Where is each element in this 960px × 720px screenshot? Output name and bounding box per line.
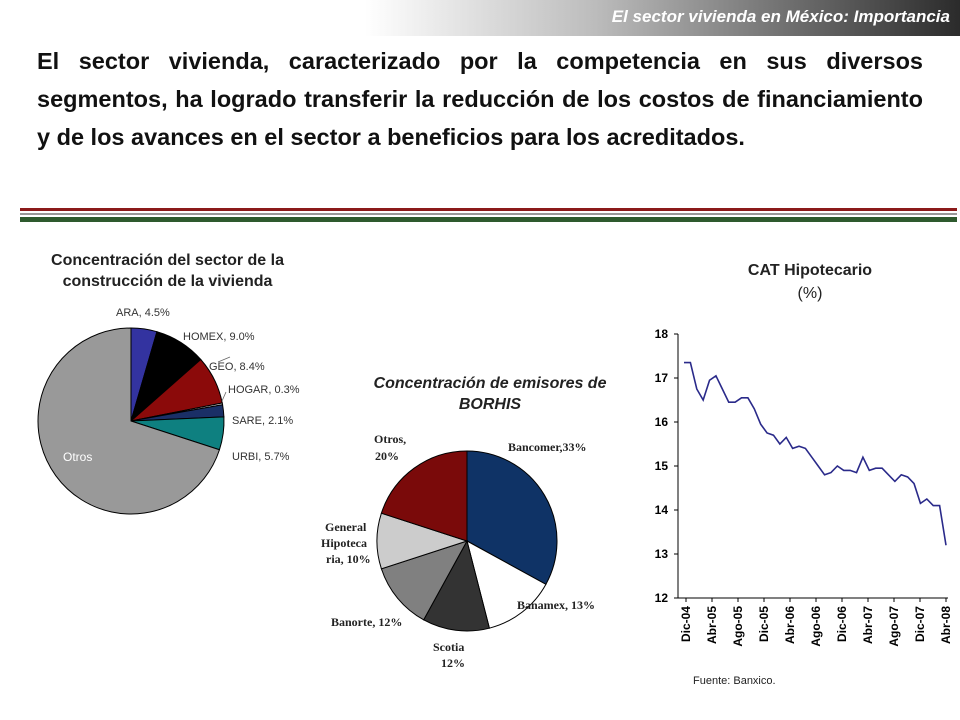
rule-green — [20, 217, 957, 222]
pie2-slice-3 — [380, 540, 469, 621]
cat-series-line — [684, 361, 947, 546]
pie1-label-geo: GEO, 8.4% — [209, 361, 265, 373]
x-tick-label: Abr-07 — [861, 606, 875, 644]
pie2-slice-1 — [466, 540, 547, 629]
pie2-label-bancomer: Bancomer,33% — [508, 440, 587, 454]
rule-red — [20, 208, 957, 211]
line-subtitle: (%) — [797, 285, 823, 302]
pie1-leaders — [217, 356, 231, 402]
pie2-label-banamex: Banamex, 13% — [517, 598, 595, 612]
pie1-title: Concentración del sector de la construcc… — [51, 252, 284, 290]
pie1-label-ara: ARA, 4.5% — [116, 307, 170, 319]
pie2-label-general: General Hipoteca ria, 10% — [321, 520, 371, 566]
pie2-slice-0 — [466, 450, 558, 586]
x-tick-label: Dic-06 — [835, 606, 849, 642]
x-tick-label: Ago-06 — [809, 606, 823, 647]
pie2-label-scotia: Scotia 12% — [433, 640, 465, 670]
pie2-slice-5 — [380, 450, 468, 542]
x-tick-label: Abr-08 — [939, 606, 953, 644]
rule-gray — [20, 213, 957, 215]
x-tick-label: Dic-04 — [679, 606, 693, 642]
pie2-label-otros: Otros, 20% — [374, 432, 406, 463]
y-tick-label: 13 — [655, 547, 669, 561]
y-tick-label: 15 — [655, 459, 669, 473]
x-tick-label: Abr-06 — [783, 606, 797, 644]
leader-hogar — [221, 391, 227, 402]
pie1-label-sare: SARE, 2.1% — [232, 415, 293, 427]
y-tick-label: 12 — [655, 591, 669, 605]
pie1-label-otros: Otros — [63, 450, 92, 464]
y-tick-label: 16 — [655, 415, 669, 429]
x-tick-label: Dic-05 — [757, 606, 771, 642]
pie1-label-urbi: URBI, 5.7% — [232, 451, 290, 463]
x-tick-label: Ago-05 — [731, 606, 745, 647]
line-title: CAT Hipotecario — [747, 262, 873, 279]
y-tick-label: 18 — [655, 327, 669, 341]
pie2-title: Concentración de emisores de BORHIS — [373, 375, 607, 413]
y-tick-label: 17 — [655, 371, 669, 385]
source-note: Fuente: Banxico. — [693, 675, 776, 687]
intro-paragraph: El sector vivienda, caracterizado por la… — [37, 48, 923, 150]
x-tick-label: Ago-07 — [887, 606, 901, 647]
pie2-label-banorte: Banorte, 12% — [331, 615, 402, 629]
header-bar — [0, 0, 960, 36]
header-title: El sector vivienda en México: Importanci… — [611, 7, 950, 26]
x-tick-label: Dic-07 — [913, 606, 927, 642]
pie1-label-hogar: HOGAR, 0.3% — [228, 384, 300, 396]
pie1-slice-6 — [37, 327, 221, 515]
leader-geo — [217, 356, 231, 363]
pie2-slice-2 — [422, 539, 490, 632]
pie1-label-homex: HOMEX, 9.0% — [183, 331, 255, 343]
y-tick-label: 14 — [655, 503, 669, 517]
x-tick-label: Abr-05 — [705, 606, 719, 644]
